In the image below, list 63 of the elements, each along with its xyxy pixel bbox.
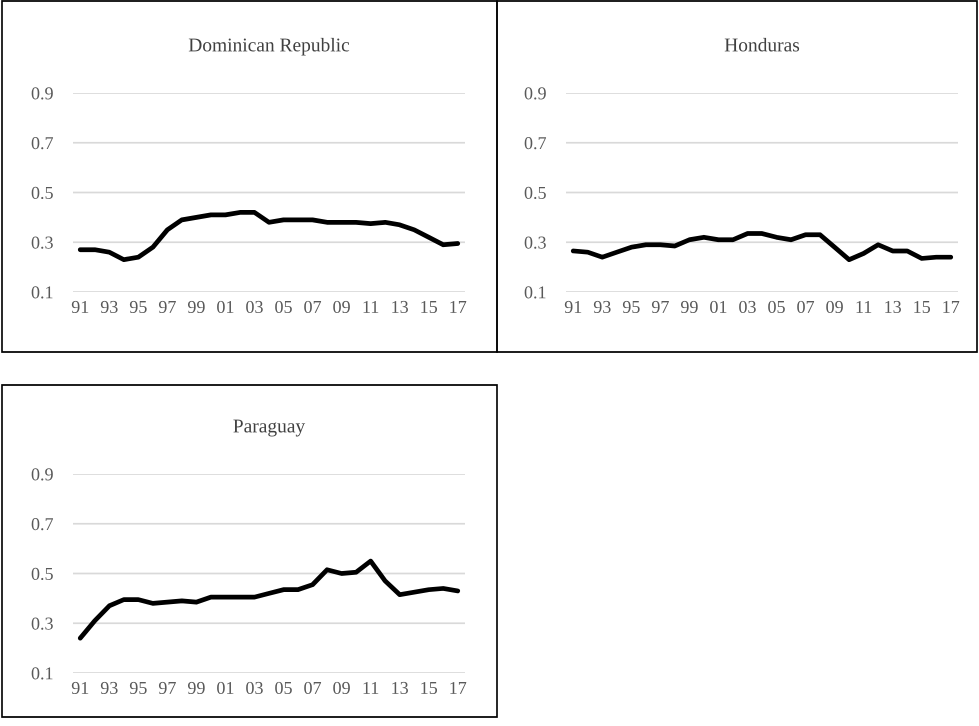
- x-tick-label: 07: [304, 300, 322, 314]
- x-tick-label: 11: [364, 300, 378, 313]
- x-tick-label: 01: [217, 682, 234, 694]
- y-tick-label: 0.5: [524, 186, 546, 200]
- x-tick-label: 15: [914, 300, 930, 314]
- y-tick-label: 0.5: [32, 186, 53, 200]
- y-tick-label: 0.9: [524, 87, 546, 100]
- x-tick-label: 97: [652, 300, 669, 314]
- x-tick-label: 97: [158, 300, 176, 314]
- x-tick-label: 91: [564, 300, 582, 314]
- x-tick-label: 07: [304, 682, 322, 694]
- x-tick-label: 91: [72, 682, 88, 694]
- x-tick-label: 17: [943, 300, 960, 313]
- x-tick-label: 15: [421, 682, 438, 694]
- x-tick-label: 13: [392, 300, 408, 314]
- x-tick-label: 99: [188, 300, 205, 314]
- line-series: [78, 210, 460, 262]
- x-tick-label: 07: [797, 300, 814, 314]
- x-tick-label: 97: [158, 682, 176, 694]
- x-tick-label: 05: [275, 682, 292, 694]
- y-tick-label: 0.1: [32, 286, 52, 299]
- x-tick-label: 17: [450, 300, 466, 313]
- x-tick-label: 93: [100, 682, 118, 694]
- x-tick-label: 05: [275, 300, 292, 314]
- x-tick-label: 99: [680, 300, 698, 314]
- x-tick-label: 95: [130, 682, 147, 694]
- x-tick-label: 99: [188, 682, 205, 694]
- line-series: [78, 558, 460, 641]
- y-tick-label: 0.9: [32, 87, 53, 100]
- x-tick-label: 11: [856, 300, 872, 313]
- x-tick-label: 95: [622, 300, 640, 314]
- x-tick-label: 13: [885, 300, 901, 314]
- y-tick-label: 0.3: [524, 236, 546, 249]
- x-tick-label: 05: [768, 300, 785, 314]
- y-tick-label: 0.7: [524, 137, 546, 150]
- x-tick-label: 09: [333, 682, 350, 694]
- line-series: [570, 231, 954, 262]
- x-tick-label: 03: [246, 682, 263, 694]
- y-tick-label: 0.7: [32, 137, 54, 150]
- x-tick-label: 17: [450, 682, 466, 694]
- x-tick-label: 13: [392, 682, 408, 694]
- x-tick-label: 03: [246, 300, 263, 314]
- y-tick-label: 0.1: [524, 286, 546, 299]
- x-tick-label: 91: [72, 300, 88, 314]
- y-tick-label: 0.9: [32, 468, 53, 481]
- x-tick-label: 15: [421, 300, 438, 314]
- x-tick-label: 01: [710, 300, 726, 314]
- x-tick-label: 03: [739, 300, 756, 314]
- y-tick-label: 0.3: [32, 618, 53, 630]
- chart-title: Dominican Republic: [188, 38, 350, 56]
- x-tick-label: 11: [364, 682, 378, 694]
- x-tick-label: 93: [100, 300, 118, 314]
- chart-title: Honduras: [724, 38, 800, 52]
- y-tick-label: 0.5: [32, 568, 53, 580]
- y-tick-label: 0.3: [32, 236, 53, 249]
- y-tick-label: 0.1: [32, 667, 52, 680]
- x-tick-label: 93: [594, 300, 611, 314]
- chart-title: Paraguay: [233, 420, 306, 437]
- y-tick-label: 0.7: [32, 518, 54, 530]
- x-tick-label: 09: [333, 300, 350, 314]
- x-tick-label: 01: [217, 300, 234, 314]
- x-tick-label: 95: [130, 300, 147, 314]
- x-tick-label: 09: [826, 300, 843, 314]
